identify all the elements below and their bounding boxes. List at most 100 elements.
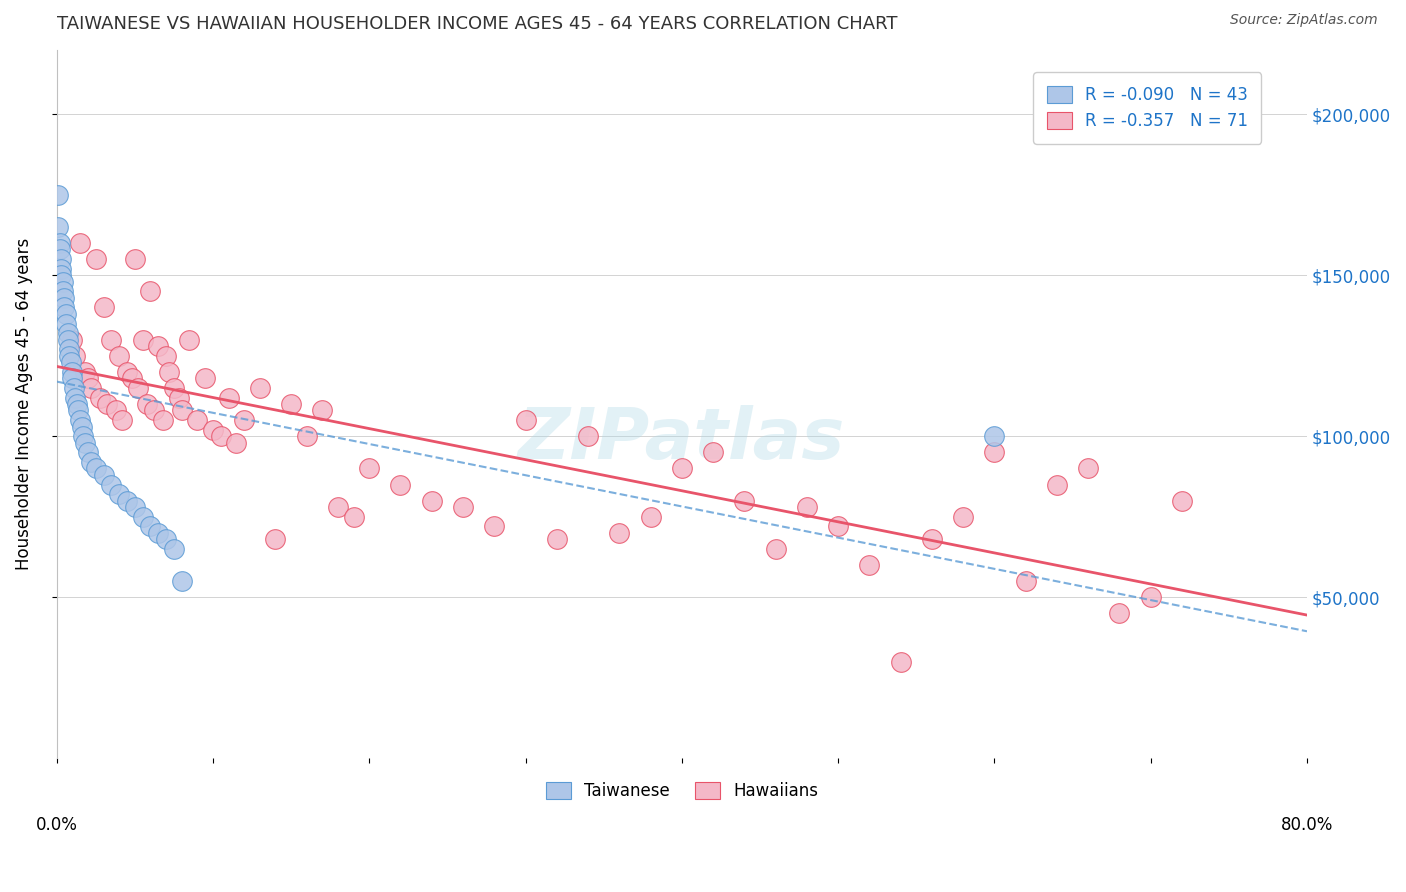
Point (148, 339, 170, 353)
Y-axis label: Householder Income Ages 45 - 64 years: Householder Income Ages 45 - 64 years (15, 238, 32, 570)
Point (56, 333, 79, 347)
Point (607, 525, 630, 540)
Point (53, 291, 76, 305)
Point (765, 541, 787, 556)
Point (389, 477, 412, 491)
Point (60, 371, 83, 385)
Point (170, 574, 193, 588)
Point (311, 403, 333, 417)
Point (51, 261, 73, 276)
Point (163, 541, 186, 556)
Point (96, 397, 118, 411)
Point (53, 301, 76, 315)
Point (295, 429, 318, 443)
Point (131, 509, 153, 524)
Point (105, 403, 128, 417)
Point (1139, 591, 1161, 605)
Point (1014, 574, 1036, 588)
Point (194, 371, 217, 385)
Point (733, 493, 755, 508)
Point (100, 477, 122, 491)
Point (280, 397, 302, 411)
Point (515, 413, 537, 427)
Point (111, 413, 134, 427)
Legend: R = -0.090   N = 43, R = -0.357   N = 71: R = -0.090 N = 43, R = -0.357 N = 71 (1033, 72, 1261, 144)
Point (46, 219, 69, 234)
Point (640, 509, 662, 524)
Point (264, 533, 287, 547)
Point (67, 403, 90, 417)
Point (420, 493, 443, 508)
Text: 0.0%: 0.0% (35, 816, 77, 834)
Point (108, 487, 131, 501)
Point (152, 413, 174, 427)
Point (80, 381, 103, 395)
Point (127, 381, 149, 395)
Point (201, 423, 224, 437)
Point (225, 435, 247, 450)
Point (702, 445, 724, 459)
Point (139, 519, 162, 533)
Point (136, 397, 159, 411)
Point (952, 509, 974, 524)
Point (93, 301, 115, 315)
Point (796, 500, 818, 514)
Point (84, 252, 107, 266)
Point (983, 429, 1005, 443)
Point (359, 461, 381, 475)
Point (70, 419, 93, 434)
Point (72, 429, 94, 443)
Point (484, 519, 506, 533)
Point (58, 343, 80, 357)
Text: TAIWANESE VS HAWAIIAN HOUSEHOLDER INCOME AGES 45 - 64 YEARS CORRELATION CHART: TAIWANESE VS HAWAIIAN HOUSEHOLDER INCOME… (56, 15, 897, 33)
Point (93, 467, 115, 482)
Point (48, 243, 70, 257)
Point (76, 371, 98, 385)
Point (827, 519, 849, 533)
Point (155, 349, 177, 363)
Point (108, 349, 131, 363)
Point (342, 509, 364, 524)
Point (80, 455, 103, 469)
Point (76, 445, 98, 459)
Point (121, 371, 143, 385)
Point (55, 307, 77, 321)
Point (73, 365, 96, 379)
Text: ZIPatlas: ZIPatlas (519, 405, 845, 474)
Point (69, 235, 91, 250)
Point (576, 429, 599, 443)
Point (124, 252, 146, 266)
Point (155, 533, 177, 547)
Point (51, 268, 73, 283)
Point (326, 500, 349, 514)
Point (115, 493, 138, 508)
Point (1171, 493, 1194, 508)
Point (139, 285, 162, 299)
Point (46, 187, 69, 202)
Point (671, 461, 693, 475)
Point (170, 403, 193, 417)
Point (131, 333, 153, 347)
Point (66, 397, 89, 411)
Point (1077, 461, 1099, 475)
Point (209, 429, 232, 443)
Point (52, 275, 75, 289)
Point (179, 333, 201, 347)
Text: 80.0%: 80.0% (1281, 816, 1333, 834)
Point (142, 403, 165, 417)
Point (58, 349, 80, 363)
Point (124, 500, 146, 514)
Point (56, 326, 79, 341)
Point (858, 558, 880, 572)
Point (451, 500, 474, 514)
Point (89, 391, 111, 405)
Point (55, 317, 77, 331)
Point (65, 391, 87, 405)
Point (163, 381, 186, 395)
Point (890, 655, 912, 669)
Point (65, 349, 87, 363)
Point (983, 445, 1005, 459)
Point (60, 365, 83, 379)
Point (1108, 607, 1130, 621)
Point (60, 333, 83, 347)
